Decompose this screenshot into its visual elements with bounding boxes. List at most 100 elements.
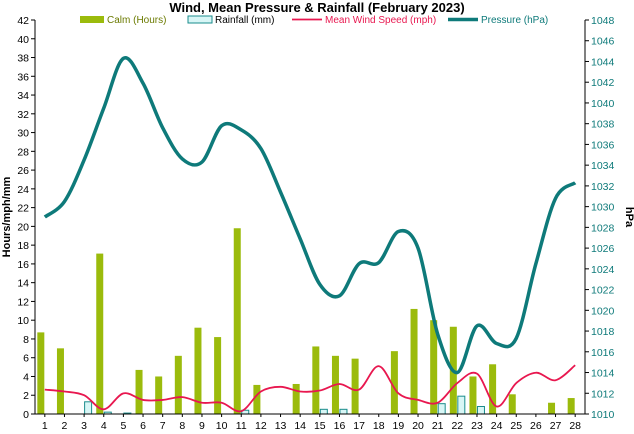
y2-tick-label: 1010 — [591, 409, 615, 421]
y-tick-label: 40 — [17, 34, 29, 46]
x-tick-label: 16 — [334, 420, 346, 432]
calm-bar — [351, 358, 359, 414]
y2-tick-label: 1030 — [591, 202, 615, 214]
x-tick-label: 15 — [314, 420, 326, 432]
calm-bar — [56, 348, 64, 414]
calm-bar — [37, 332, 45, 414]
calm-bar — [135, 369, 143, 414]
y2-tick-label: 1018 — [591, 326, 615, 338]
y-tick-label: 38 — [17, 53, 29, 65]
y-axis-label: Hours/mph/mm — [1, 176, 13, 257]
x-tick-label: 2 — [62, 420, 68, 432]
x-tick-label: 19 — [393, 420, 405, 432]
x-tick-label: 21 — [432, 420, 444, 432]
y-tick-label: 18 — [17, 240, 29, 252]
y2-tick-label: 1042 — [591, 77, 615, 89]
wind-speed-line — [44, 364, 576, 413]
x-tick-label: 13 — [275, 420, 287, 432]
x-tick-label: 5 — [120, 420, 126, 432]
y-tick-label: 24 — [17, 184, 29, 196]
y-tick-label: 36 — [17, 71, 29, 83]
x-tick-label: 4 — [101, 420, 107, 432]
calm-bar — [174, 355, 182, 414]
y-tick-label: 34 — [17, 90, 29, 102]
y-tick-label: 20 — [17, 221, 29, 233]
y2-tick-label: 1020 — [591, 305, 615, 317]
x-tick-label: 11 — [236, 420, 247, 432]
y-tick-label: 42 — [17, 15, 29, 27]
y-tick-label: 8 — [23, 334, 29, 346]
legend-rainfall-swatch — [187, 15, 213, 24]
y2-tick-label: 1038 — [591, 119, 615, 131]
x-tick-label: 7 — [160, 420, 166, 432]
x-tick-label: 9 — [199, 420, 205, 432]
y2-tick-label: 1036 — [591, 139, 615, 151]
calm-bar — [390, 351, 398, 414]
x-tick-label: 24 — [491, 420, 503, 432]
x-tick-label: 27 — [550, 420, 562, 432]
legend-calm-swatch — [80, 16, 104, 23]
legend-rainfall-label: Rainfall (mm) — [215, 15, 274, 26]
y2-tick-label: 1022 — [591, 285, 615, 297]
y2-tick-label: 1012 — [591, 388, 615, 400]
calm-bar — [214, 337, 222, 414]
y-tick-label: 28 — [17, 146, 29, 158]
rainfall-bar — [84, 401, 93, 415]
rainfall-bar — [437, 403, 446, 415]
calm-bar — [253, 384, 261, 414]
calm-bar — [410, 308, 418, 414]
y-tick-label: 30 — [17, 128, 29, 140]
y2-tick-label: 1048 — [591, 15, 615, 27]
rainfall-bar — [457, 395, 466, 415]
x-tick-label: 28 — [569, 420, 581, 432]
y2-tick-label: 1026 — [591, 243, 615, 255]
calm-bar — [194, 327, 202, 414]
x-tick-label: 3 — [81, 420, 87, 432]
calm-bar — [233, 228, 241, 414]
calm-bar — [312, 346, 320, 414]
y2-tick-label: 1044 — [591, 56, 615, 68]
y2-tick-label: 1024 — [591, 264, 615, 276]
x-tick-label: 18 — [373, 420, 385, 432]
legend-pressure-label: Pressure (hPa) — [481, 15, 548, 26]
y-tick-label: 0 — [23, 409, 29, 421]
calm-bar — [567, 398, 575, 414]
calm-bar — [548, 402, 556, 414]
y2-tick-label: 1032 — [591, 181, 615, 193]
calm-bar — [508, 394, 516, 414]
rainfall-bar — [319, 408, 328, 415]
y2-tick-label: 1028 — [591, 222, 615, 234]
y2-tick-label: 1034 — [591, 160, 615, 172]
y2-axis-label: hPa — [623, 207, 634, 228]
y-tick-label: 2 — [23, 390, 29, 402]
legend-calm-label: Calm (Hours) — [107, 15, 166, 26]
y-tick-label: 16 — [17, 259, 29, 271]
y2-tick-label: 1016 — [591, 347, 615, 359]
chart-title: Wind, Mean Pressure & Rainfall (February… — [169, 0, 464, 15]
rainfall-bar — [476, 405, 485, 415]
y2-tick-label: 1040 — [591, 98, 615, 110]
legend-wind-label: Mean Wind Speed (mph) — [325, 15, 436, 26]
y-tick-label: 10 — [17, 315, 29, 327]
x-tick-label: 14 — [294, 420, 306, 432]
x-tick-label: 26 — [530, 420, 542, 432]
y-tick-label: 32 — [17, 109, 29, 121]
x-tick-label: 22 — [451, 420, 463, 432]
x-tick-label: 23 — [471, 420, 483, 432]
x-tick-label: 8 — [179, 420, 185, 432]
x-tick-label: 6 — [140, 420, 146, 432]
y-tick-label: 12 — [17, 296, 29, 308]
pressure-line — [43, 56, 577, 375]
calm-bar — [469, 376, 477, 414]
x-tick-label: 25 — [510, 420, 522, 432]
calm-bar — [292, 383, 300, 414]
calm-bar — [155, 376, 163, 414]
x-tick-label: 1 — [42, 420, 48, 432]
series-lines — [43, 56, 577, 413]
y-tick-label: 6 — [23, 353, 29, 365]
x-tick-label: 10 — [216, 420, 228, 432]
x-tick-label: 12 — [255, 420, 267, 432]
y-tick-label: 26 — [17, 165, 29, 177]
x-axis-ticks: 1 2 3 4 5 6 7 8 9 10 11 12 13 14 15 16 17 18 19 20 21 22 23 24 2… — [42, 414, 581, 432]
